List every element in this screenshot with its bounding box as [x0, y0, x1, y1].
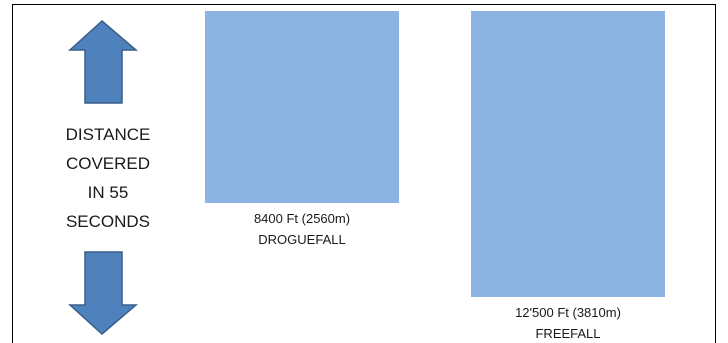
axis-label-line-1: DISTANCE	[66, 125, 151, 144]
category-label-droguefall: DROGUEFALL	[258, 232, 345, 247]
axis-label-line-2: COVERED	[66, 154, 150, 173]
bar-freefall	[471, 11, 665, 297]
value-label-droguefall: 8400 Ft (2560m)	[254, 211, 350, 226]
axis-label-line-4: SECONDS	[66, 212, 150, 231]
axis-label-line-3: IN 55	[88, 183, 129, 202]
up-arrow-icon	[70, 21, 136, 103]
bar-droguefall	[205, 11, 399, 203]
category-label-freefall: FREEFALL	[535, 326, 600, 341]
down-arrow-icon	[70, 252, 136, 334]
value-label-freefall: 12'500 Ft (3810m)	[515, 305, 621, 320]
